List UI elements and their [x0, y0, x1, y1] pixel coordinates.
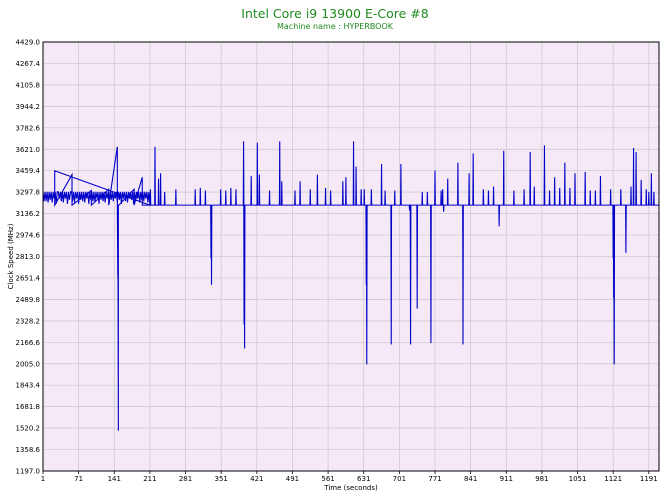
x-tick-label: 281 — [179, 475, 192, 483]
x-tick-label: 1051 — [569, 475, 587, 483]
chart-title: Intel Core i9 13900 E-Core #8 — [241, 6, 429, 21]
y-tick-label: 2005.0 — [16, 360, 41, 368]
x-ticks: 1 71 141 211 281 351 421 491 561 631 701 771 841 911 9… — [41, 471, 658, 483]
x-tick-label: 211 — [143, 475, 156, 483]
y-tick-label: 2813.0 — [16, 253, 41, 261]
x-tick-label: 71 — [74, 475, 83, 483]
x-tick-label: 631 — [357, 475, 370, 483]
x-tick-label: 141 — [108, 475, 121, 483]
y-tick-label: 3459.4 — [16, 167, 41, 175]
y-tick-label: 3297.8 — [16, 189, 41, 197]
x-tick-label: 351 — [214, 475, 227, 483]
y-ticks: 4429.0 4267.4 4105.8 3944.2 3782.6 3621.0 3459… — [16, 39, 41, 476]
y-axis-label: Clock Speed (MHz) — [7, 223, 15, 289]
y-tick-label: 4429.0 — [16, 39, 41, 47]
series-line — [42, 141, 659, 431]
x-tick-label: 841 — [464, 475, 477, 483]
y-tick-label: 2328.2 — [16, 317, 41, 325]
x-tick-label: 1 — [41, 475, 45, 483]
y-tick-label: 3136.2 — [16, 210, 41, 218]
y-tick-label: 3621.0 — [16, 146, 41, 154]
y-tick-label: 2166.6 — [16, 339, 41, 347]
y-tick-label: 3944.2 — [16, 103, 41, 111]
x-tick-label: 561 — [321, 475, 334, 483]
x-axis-label: Time (seconds) — [323, 484, 378, 492]
y-tick-label: 3782.6 — [16, 124, 41, 132]
y-tick-label: 4267.4 — [16, 60, 41, 68]
x-tick-label: 701 — [393, 475, 406, 483]
x-tick-label: 771 — [428, 475, 441, 483]
y-tick-label: 1520.2 — [16, 425, 41, 433]
y-tick-label: 4105.8 — [16, 81, 41, 89]
x-tick-label: 421 — [250, 475, 263, 483]
y-tick-label: 2651.4 — [16, 274, 41, 282]
y-tick-label: 2974.6 — [16, 232, 41, 240]
x-tick-label: 491 — [286, 475, 299, 483]
y-tick-label: 2489.8 — [16, 296, 41, 304]
y-tick-label: 1197.0 — [16, 468, 41, 476]
x-tick-label: 911 — [500, 475, 513, 483]
grid — [42, 41, 659, 472]
plot-border — [42, 41, 660, 472]
y-tick-label: 1681.8 — [16, 403, 41, 411]
x-tick-label: 1191 — [640, 475, 658, 483]
chart-subtitle: Machine name : HYPERBOOK — [276, 22, 394, 31]
y-tick-label: 1358.6 — [16, 446, 41, 454]
x-tick-label: 1121 — [604, 475, 622, 483]
y-tick-label: 1843.4 — [16, 382, 41, 390]
x-tick-label: 981 — [535, 475, 548, 483]
